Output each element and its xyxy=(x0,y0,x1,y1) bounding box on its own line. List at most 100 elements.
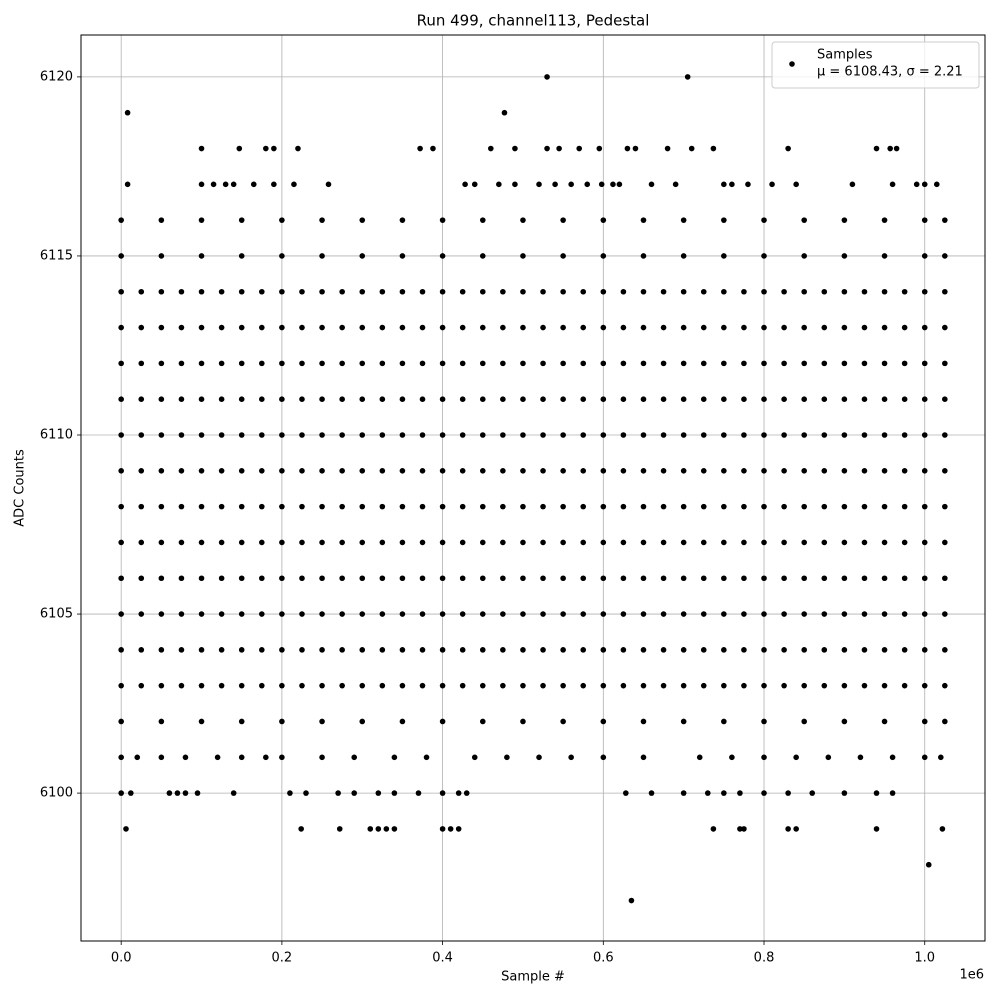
point xyxy=(379,575,386,582)
point xyxy=(218,396,225,402)
point xyxy=(721,217,727,223)
point xyxy=(459,539,466,546)
point xyxy=(801,324,807,331)
point xyxy=(359,575,366,582)
point xyxy=(942,288,948,295)
point xyxy=(419,539,426,546)
x-tick-label: 0.6 xyxy=(593,951,614,966)
point xyxy=(359,288,366,295)
point xyxy=(439,647,446,653)
point xyxy=(881,611,888,617)
point xyxy=(399,503,406,510)
point xyxy=(921,181,928,188)
point xyxy=(459,647,466,653)
point xyxy=(501,109,508,116)
point xyxy=(198,324,205,331)
point xyxy=(399,360,406,367)
point xyxy=(700,682,707,689)
point xyxy=(504,754,510,761)
point xyxy=(178,324,185,331)
point xyxy=(901,503,908,510)
point xyxy=(198,575,205,582)
point xyxy=(419,611,426,617)
point xyxy=(741,288,747,295)
point xyxy=(479,288,486,295)
point xyxy=(942,468,948,474)
x-tick-label: 0.8 xyxy=(754,951,775,966)
point xyxy=(419,647,426,653)
point xyxy=(861,647,868,653)
point xyxy=(198,181,205,188)
point xyxy=(741,575,747,582)
point xyxy=(214,754,221,761)
point xyxy=(500,682,506,689)
point xyxy=(640,432,647,438)
point xyxy=(640,647,647,653)
point xyxy=(925,861,932,868)
point xyxy=(785,826,791,832)
point xyxy=(841,396,848,402)
point xyxy=(942,611,948,617)
point xyxy=(889,754,896,761)
point xyxy=(279,360,285,367)
point xyxy=(178,396,185,402)
point xyxy=(793,754,799,761)
point xyxy=(399,682,406,689)
point xyxy=(664,145,671,152)
point xyxy=(210,181,217,188)
point xyxy=(680,253,687,259)
point xyxy=(359,468,366,474)
point xyxy=(238,647,245,653)
point xyxy=(520,575,526,582)
point xyxy=(439,718,446,725)
x-tick-label: 0.2 xyxy=(272,951,293,966)
point xyxy=(781,647,787,653)
point xyxy=(841,468,848,474)
point xyxy=(118,396,124,402)
point xyxy=(479,468,486,474)
x-axis-label: Sample # xyxy=(501,970,565,985)
point xyxy=(158,718,165,725)
point xyxy=(942,360,948,367)
point xyxy=(178,503,185,510)
point xyxy=(279,503,285,510)
point xyxy=(781,575,787,582)
point xyxy=(391,754,398,761)
x-tick-label: 1.0 xyxy=(914,951,935,966)
point xyxy=(821,539,828,546)
point xyxy=(500,468,506,474)
point xyxy=(721,468,727,474)
point xyxy=(881,432,888,438)
point xyxy=(299,503,305,510)
point xyxy=(580,468,587,474)
point xyxy=(921,611,928,617)
point xyxy=(319,718,325,725)
point xyxy=(741,539,747,546)
point xyxy=(700,360,707,367)
point xyxy=(158,575,165,582)
point xyxy=(138,468,145,474)
point xyxy=(339,288,345,295)
point xyxy=(821,360,828,367)
point xyxy=(741,682,747,689)
point xyxy=(600,324,607,331)
point xyxy=(319,360,325,367)
point xyxy=(680,432,687,438)
point xyxy=(580,360,587,367)
point xyxy=(942,503,948,510)
point xyxy=(158,432,165,438)
point xyxy=(801,718,807,725)
point xyxy=(339,324,345,331)
point xyxy=(881,682,888,689)
point xyxy=(942,718,948,725)
point xyxy=(379,288,386,295)
point xyxy=(459,396,466,402)
point xyxy=(271,145,277,152)
point xyxy=(544,145,550,152)
point xyxy=(660,432,667,438)
point xyxy=(901,288,908,295)
point xyxy=(841,432,848,438)
point xyxy=(488,145,494,152)
point xyxy=(238,503,245,510)
